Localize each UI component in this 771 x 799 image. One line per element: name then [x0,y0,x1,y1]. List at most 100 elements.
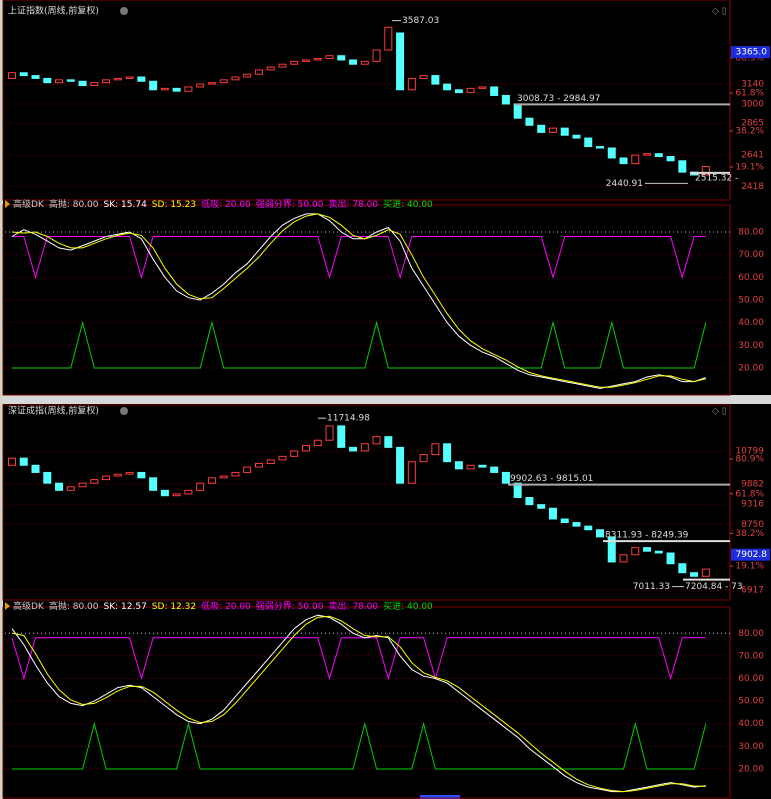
candle-down [396,32,405,91]
candle-up [431,443,440,456]
header-marker [5,200,10,208]
candle-up [125,76,134,79]
candle-up [266,459,275,464]
y-tick-label: 60.00 [738,273,764,283]
candle-up [290,60,299,65]
candle-up [207,477,216,484]
y-tick-label: 80.00 [738,629,764,639]
title-icon [120,7,128,15]
candle-down [78,80,87,87]
y-tick-label: 60.00 [738,674,764,684]
candle-up [90,82,99,87]
candle-up [466,464,475,470]
candle-down [513,482,522,499]
y-tick-label: 9316 [741,500,764,510]
header-item: 买进: 40.00 [383,199,433,210]
candle-up [466,87,475,94]
candle-up [207,82,216,85]
annotation: 3008.73 - 2984.97 [517,94,600,104]
candle-down [149,80,158,91]
candle-down [654,153,663,158]
y-tick-label: 80.00 [738,227,764,237]
candle-down [19,457,28,466]
candle-down [43,471,52,484]
indicator-line [11,637,706,681]
chart-title: 深证成指(周线,前复权) [8,405,99,417]
candle-up [360,443,369,452]
header-item: 高抛: 80.00 [49,198,99,210]
candle-down [349,59,358,65]
candle-up [160,87,169,91]
header-item: 强弱分界: 50.00 [256,601,324,612]
indicator-header: 高级DK 高抛: 80.00 SK: 15.74 SD: 15.23 低吸: 20.00… [13,198,433,210]
candle-up [196,482,205,491]
candle-up [254,69,263,75]
indicator-line [11,615,706,793]
header-item: 卖出: 78.00 [328,198,378,210]
header-item: 买进: 40.00 [383,601,433,612]
candle-up [243,466,252,473]
candle-up [419,454,428,463]
y-tick-label: 2641 [741,150,764,160]
candle-down [513,103,522,119]
annotation: 7011.33 [633,582,670,592]
y-tick-label: 9882 [741,479,764,489]
y-tick-label: 70.00 [738,250,764,260]
candle-up [384,26,393,51]
candle-down [596,529,604,538]
candle-down [666,156,675,162]
y-tick-label: 50.00 [738,295,764,305]
candle-down [560,127,569,136]
annotation: 3587.03 [402,16,439,26]
header-item: SK: 12.57 [104,602,147,612]
y-tick-label: 6917 [741,585,764,595]
candle-up [619,554,628,563]
window-icons: ◇ ▯ [712,407,727,417]
candle-down [501,94,510,105]
candle-down [572,522,581,527]
candle-up [407,461,416,484]
candle-down [349,446,358,452]
candle-down [55,482,64,491]
y-tick-label: 3140 [741,80,764,90]
annotation: 2440.91 [606,179,643,189]
y-tick-label: 20.00 [738,363,764,373]
candle-up [172,493,181,497]
fib-label: 19.1% [735,561,764,571]
candle-down [454,461,463,470]
annotation: 8311.93 - 8249.39 [605,531,689,541]
indicator-line [11,614,706,793]
candle-down [666,552,675,565]
candle-up [66,486,75,491]
fib-label: 80.9% [735,454,764,464]
candle-up [266,66,275,71]
candle-down [537,124,546,133]
candle-down [690,572,699,577]
annotation: 9902.63 - 9815.01 [510,474,593,484]
candle-up [184,86,193,92]
candle-up [313,439,322,447]
candle-up [243,73,252,78]
candle-down [619,157,628,165]
header-item: 高级DK [13,600,45,612]
candle-up [8,72,16,79]
candle-down [443,443,452,463]
window-icons: ◇ ▯ [712,7,727,17]
current-price-box [731,548,770,561]
title-icon [120,407,128,415]
y-tick-label: 3000 [741,99,764,109]
y-tick-label: 40.00 [738,719,764,729]
candle-up [302,445,310,452]
candle-down [337,55,346,61]
candle-up [254,462,263,468]
candle-down [431,75,440,85]
candle-down [160,489,169,497]
fib-label: 38.2% [735,529,764,539]
header-item: 低吸: 20.00 [201,600,251,612]
header-item: SK: 15.74 [104,200,148,210]
candle-up [219,79,228,84]
y-tick-label: 40.00 [738,318,764,328]
candle-up [90,479,99,484]
candle-down [678,160,687,173]
